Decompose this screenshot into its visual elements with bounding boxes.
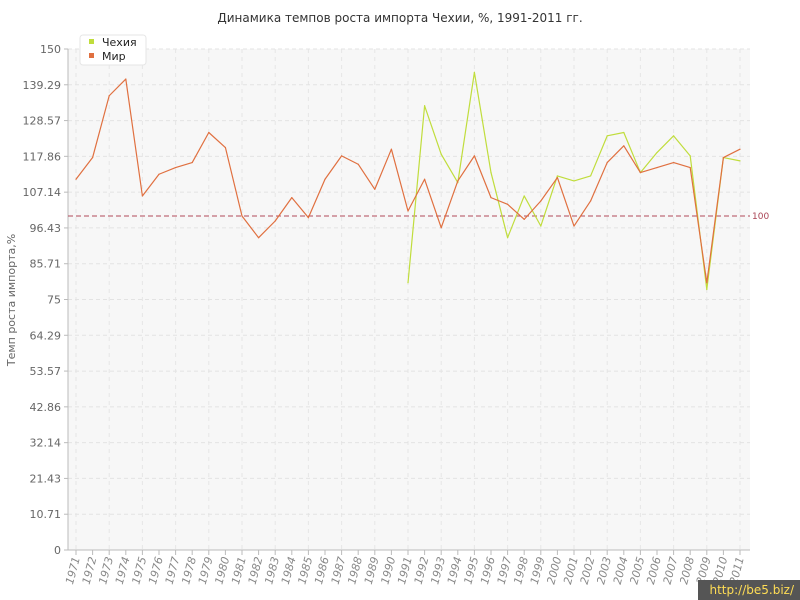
legend-swatch-world [89,53,94,58]
watermark-box [698,580,800,600]
data-point-world [357,163,359,165]
y-tick-label: 96.43 [30,222,62,235]
data-point-czechia [407,282,409,284]
legend: Чехия Мир [79,34,147,66]
data-point-world [689,166,691,169]
data-point-czechia [706,288,708,291]
data-point-world [523,218,525,220]
data-point-world [108,95,110,97]
legend-swatch-czechia [89,39,94,44]
data-point-world [739,148,741,150]
data-point-czechia [490,171,492,174]
data-point-czechia [424,105,426,107]
data-point-world [291,197,293,199]
data-point-world [673,161,675,164]
data-point-world [224,146,226,149]
data-point-world [606,161,608,164]
data-point-czechia [623,131,625,134]
data-point-world [722,156,725,159]
data-point-world [407,210,409,212]
data-point-world [507,203,509,205]
y-tick-label: 139.29 [23,79,62,92]
data-point-world [556,176,559,179]
data-point-czechia [739,160,741,162]
data-point-world [241,215,243,217]
data-point-czechia [473,71,475,73]
data-point-world [590,200,592,202]
y-tick-label: 128.57 [23,115,62,128]
y-tick-label: 42.86 [30,401,62,414]
y-tick-label: 85.71 [30,258,62,271]
y-tick-label: 64.29 [30,329,62,342]
reference-line-label: 100 [752,212,769,222]
y-tick-label: 117.86 [23,150,62,163]
y-tick-label: 53.57 [30,365,62,378]
data-point-world [175,166,177,169]
data-point-world [390,148,392,150]
y-axis-ticks: 0 10.71 21.43 32.14 42.86 53.57 64.29 75 85.71 96… [23,43,68,557]
data-point-czechia [540,225,542,227]
y-tick-label: 150 [40,43,61,56]
data-point-world [573,225,575,227]
data-point-world [656,166,658,169]
y-tick-label: 75 [47,294,61,307]
watermark[interactable]: http://be5.biz/ [709,583,794,597]
data-point-czechia [606,135,608,137]
data-point-czechia [556,175,559,177]
y-tick-label: 32.14 [30,437,62,450]
legend-label-czechia: Чехия [102,36,137,49]
chart-title: Динамика темпов роста импорта Чехии, %, … [217,11,582,25]
data-point-czechia [590,175,592,177]
data-point-czechia [689,155,691,157]
data-point-world [440,227,442,229]
y-tick-label: 0 [54,544,61,557]
data-point-world [341,155,343,157]
data-point-czechia [673,135,675,137]
data-point-world [125,78,127,80]
data-point-world [706,282,708,284]
series-lines [75,71,741,291]
data-point-world [141,195,143,197]
data-point-czechia [440,153,442,155]
legend-label-world: Мир [102,50,126,63]
data-point-world [623,145,625,147]
data-point-world [307,217,309,219]
data-point-world [457,180,459,182]
data-point-world [75,178,77,180]
y-axis-title: Темп роста импорта,% [5,234,18,367]
y-tick-label: 10.71 [30,508,62,521]
legend-box [79,34,147,66]
data-point-czechia [656,151,658,154]
data-point-czechia [573,180,575,182]
data-point-world [540,200,542,202]
data-point-world [490,197,492,199]
data-point-world [424,178,426,180]
data-point-world [274,220,276,222]
data-point-world [374,188,376,190]
data-point-world [324,178,326,180]
data-point-czechia [507,237,509,239]
y-tick-label: 107.14 [23,186,62,199]
data-point-world [191,161,193,164]
data-point-world [158,173,160,175]
data-point-world [258,237,260,239]
plot-area [68,49,750,550]
data-point-world [473,155,475,157]
data-point-world [208,131,210,134]
data-point-czechia [523,195,525,197]
data-point-world [639,171,642,174]
data-point-world [92,156,94,159]
y-tick-label: 21.43 [30,472,62,485]
